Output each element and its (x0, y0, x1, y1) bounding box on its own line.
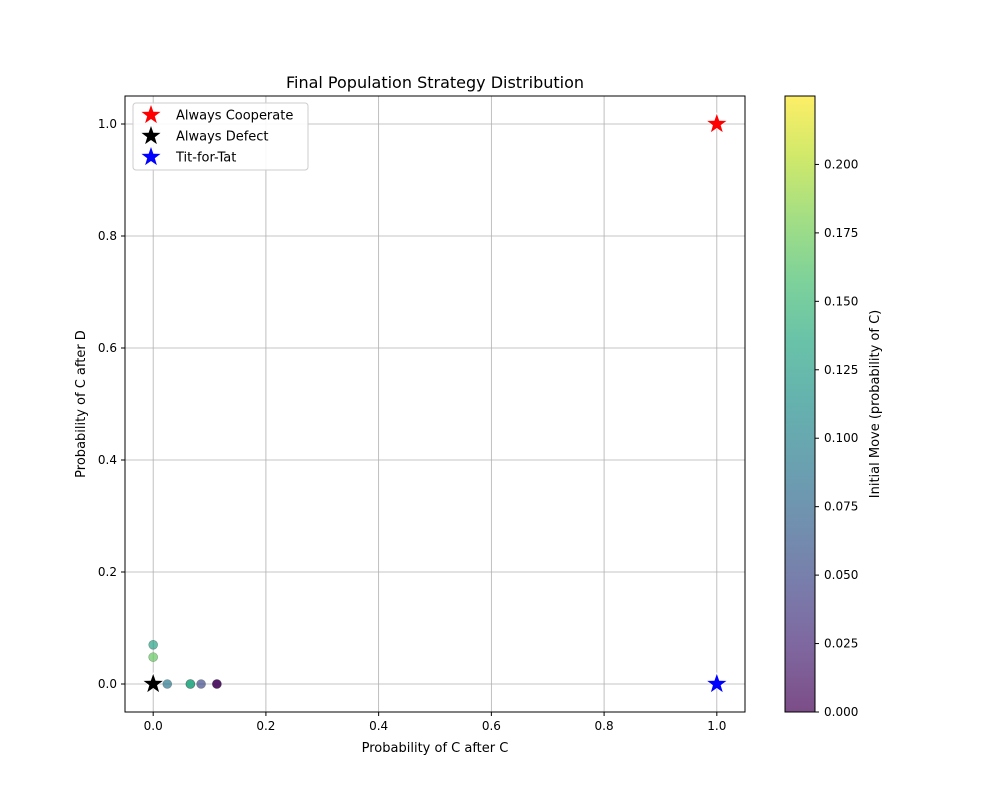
legend: Always Cooperate Always Defect Tit-for-Tat (132, 102, 309, 171)
y-tick-label: 0.6 (98, 341, 117, 355)
y-tick-label: 1.0 (98, 117, 117, 131)
population-points (148, 639, 222, 689)
colorbar-frame (784, 95, 816, 713)
legend-label: Always Cooperate (176, 109, 293, 124)
colorbar-tick-label: 0.025 (824, 637, 858, 651)
colorbar: 0.000 0.025 0.050 0.075 0.100 0.125 0.150 0.175… (784, 95, 883, 719)
x-tick-label: 0.0 (144, 719, 163, 733)
x-tick-label: 0.4 (369, 719, 388, 733)
tit-for-tat-marker (705, 672, 729, 694)
colorbar-tick-label: 0.200 (824, 157, 858, 171)
population-point (148, 652, 158, 662)
population-point (185, 679, 196, 689)
population-point (162, 679, 173, 689)
colorbar-tick-label: 0.100 (824, 431, 858, 445)
y-tick-label: 0.4 (98, 453, 117, 467)
legend-box (132, 102, 309, 171)
plot-area-frame (124, 95, 746, 713)
y-tick-label: 0.0 (98, 677, 117, 691)
colorbar-tick-label: 0.000 (824, 705, 858, 719)
y-tick-label: 0.2 (98, 565, 117, 579)
y-axis-label: Probability of C after D (74, 330, 89, 478)
population-point (212, 679, 222, 689)
population-point (148, 639, 158, 650)
population-point (196, 679, 206, 689)
chart-title: Final Population Strategy Distribution (286, 73, 584, 92)
always-cooperate-marker (705, 112, 729, 134)
colorbar-tick-label: 0.175 (824, 226, 858, 240)
colorbar-tick-label: 0.125 (824, 363, 858, 377)
y-tick-label: 0.8 (98, 229, 117, 243)
colorbar-tick-label: 0.150 (824, 294, 858, 308)
x-tick-label: 1.0 (707, 719, 726, 733)
legend-label: Tit-for-Tat (175, 151, 236, 166)
x-tick-label: 0.8 (595, 719, 614, 733)
colorbar-gradient (785, 96, 815, 712)
always-defect-legend-marker (141, 126, 161, 145)
x-tick-label: 0.2 (256, 719, 275, 733)
grid (125, 96, 745, 712)
legend-label: Always Defect (176, 130, 269, 145)
always-defect-marker (141, 672, 165, 694)
colorbar-tick-label: 0.075 (824, 500, 858, 514)
always-cooperate-legend-marker (141, 105, 161, 124)
colorbar-label: Initial Move (probability of C) (868, 310, 883, 498)
colorbar-ticks: 0.000 0.025 0.050 0.075 0.100 0.125 0.150 0.175… (815, 157, 858, 719)
tit-for-tat-legend-marker (141, 147, 161, 166)
x-axis-ticks: 0.0 0.2 0.4 0.6 0.8 1.0 (144, 712, 726, 733)
reference-strategy-markers (141, 112, 729, 694)
y-axis-ticks: 0.0 0.2 0.4 0.6 0.8 1.0 (98, 117, 125, 691)
x-axis-label: Probability of C after C (362, 741, 509, 756)
colorbar-tick-label: 0.050 (824, 568, 858, 582)
x-tick-label: 0.6 (482, 719, 501, 733)
